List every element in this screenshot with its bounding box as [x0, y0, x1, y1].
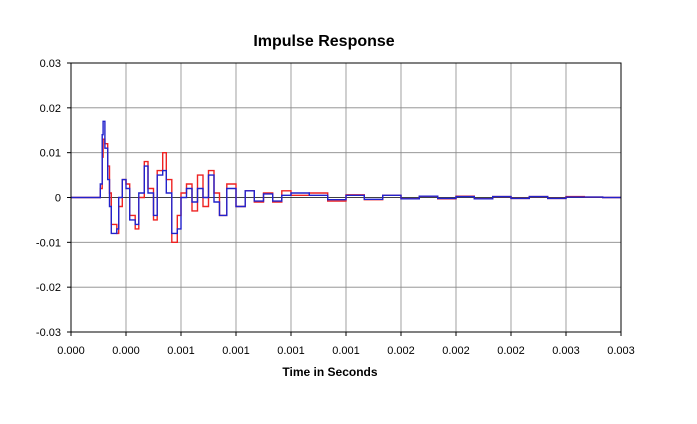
y-tick-label: 0.01: [40, 148, 61, 160]
x-tick-label: 0.001: [332, 345, 360, 357]
x-axis-title: Time in Seconds: [282, 365, 377, 379]
y-tick-label: -0.03: [36, 327, 61, 339]
x-tick-label: 0.002: [497, 345, 525, 357]
series-blue-line: [71, 120, 621, 235]
y-tick-label: 0.02: [40, 103, 61, 115]
series-layer: [71, 120, 621, 243]
x-tick-label: 0.002: [442, 345, 470, 357]
x-tick-label: 0.003: [552, 345, 580, 357]
y-tick-label: 0: [55, 193, 61, 205]
x-axis-ticks: 0.000 0.000 0.001 0.001 0.001 0.001 0.002 0.002…: [57, 332, 635, 357]
x-tick-label: 0.002: [387, 345, 415, 357]
x-tick-label: 0.003: [607, 345, 635, 357]
x-tick-label: 0.001: [167, 345, 195, 357]
x-tick-label: 0.000: [57, 345, 85, 357]
chart-title: Impulse Response: [253, 33, 394, 50]
y-tick-label: -0.02: [36, 282, 61, 294]
x-tick-label: 0.000: [112, 345, 140, 357]
y-tick-label: -0.01: [36, 237, 61, 249]
x-tick-label: 0.001: [222, 345, 250, 357]
y-tick-label: 0.03: [40, 58, 61, 70]
y-axis-ticks: 0.03 0.02 0.01 0 -0.01 -0.02 -0.03: [36, 58, 71, 339]
x-tick-label: 0.001: [277, 345, 305, 357]
